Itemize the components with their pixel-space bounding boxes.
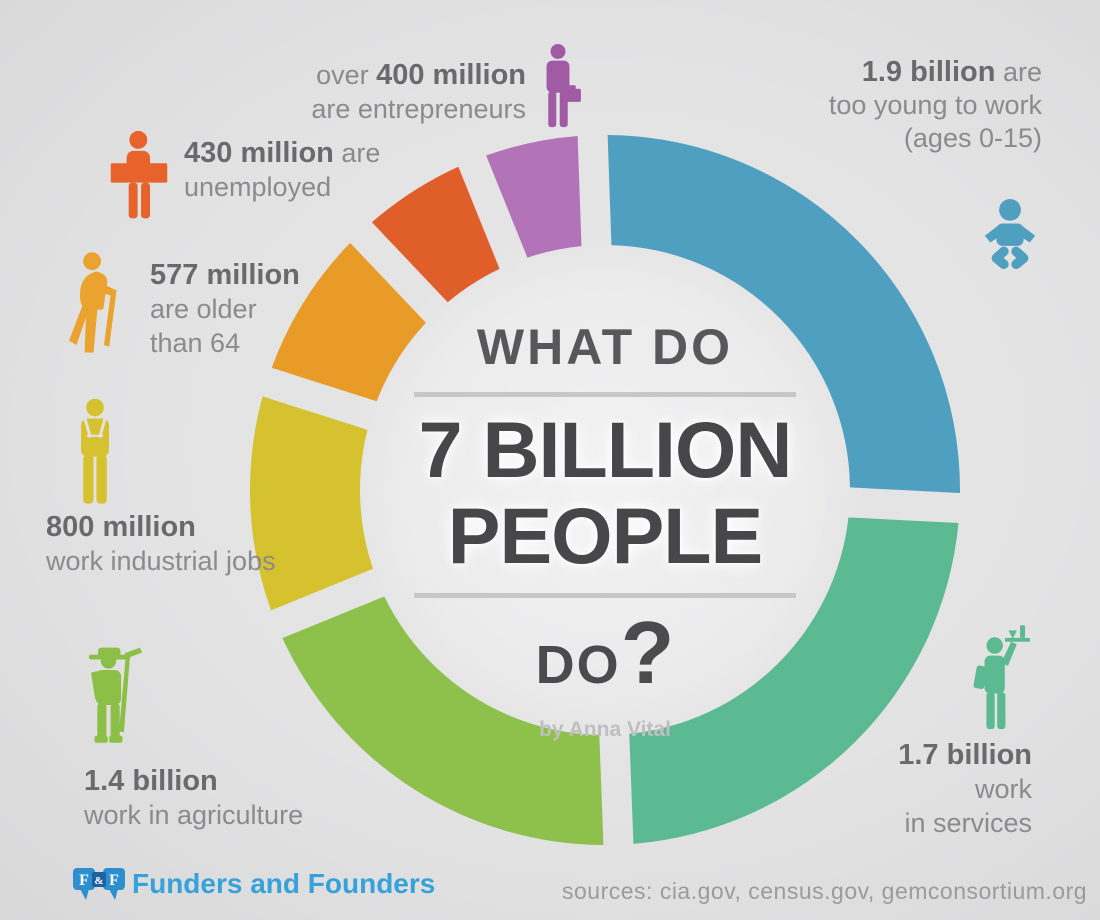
sources-text: sources: cia.gov, census.gov, gemconsort… <box>562 878 1088 904</box>
callout-services-line3: in services <box>904 808 1032 838</box>
baby-icon <box>976 194 1044 272</box>
title-block: WHAT DO 7 BILLION PEOPLE DO? by Anna Vit… <box>305 318 905 742</box>
donut-segment-unemployed <box>371 166 500 303</box>
elderly-person-icon <box>62 250 140 354</box>
callout-older-line1: 577 million <box>150 259 300 291</box>
callout-unemployed-line1: 430 million are <box>184 137 381 169</box>
callout-older-line2: are older <box>150 294 257 324</box>
entrepreneur-icon <box>531 44 585 130</box>
callout-older: 577 million are older than 64 <box>150 258 380 360</box>
byline: by Anna Vital <box>539 718 671 741</box>
title-line-7-billion: 7 BILLION <box>418 405 793 494</box>
title-line-do: DO? <box>535 603 675 702</box>
title-line-what-do: WHAT DO <box>476 319 734 375</box>
callout-too-young-line1: 1.9 billion are <box>861 56 1042 88</box>
callout-entrepreneurs-line2: are entrepreneurs <box>311 94 526 124</box>
callout-entrepreneurs-line1: over 400 million <box>316 59 526 91</box>
donut-segment-older <box>271 242 426 402</box>
callout-services-line2: work <box>974 774 1032 804</box>
callout-agriculture-line1: 1.4 billion <box>84 765 218 797</box>
brand-name: Funders and Founders <box>132 868 436 899</box>
callout-industrial-line2: work industrial jobs <box>46 546 276 576</box>
callout-services-line1: 1.7 billion <box>898 739 1032 771</box>
question-mark: ? <box>620 603 675 702</box>
callout-older-line3: than 64 <box>150 328 241 358</box>
callout-too-young: 1.9 billion are too young to work (ages … <box>780 56 1042 155</box>
callout-services: 1.7 billion work in services <box>790 738 1032 840</box>
funders-founders-logo: F & F <box>72 864 126 908</box>
title-divider-top <box>414 392 796 397</box>
title-line-people: PEOPLE <box>447 491 763 580</box>
callout-unemployed-line2: unemployed <box>184 172 332 202</box>
callout-entrepreneurs: over 400 million are entrepreneurs <box>200 58 526 126</box>
industrial-worker-icon <box>68 398 122 508</box>
donut-segment-services <box>629 517 959 844</box>
donut-segment-too-young <box>607 135 961 494</box>
title-divider-bottom <box>414 593 796 598</box>
svg-text:F: F <box>109 872 119 889</box>
donut-segment-entrepreneurs <box>486 136 582 258</box>
callout-agriculture-line2: work in agriculture <box>84 800 304 830</box>
unemployed-sign-icon <box>108 128 170 222</box>
waiter-icon <box>966 624 1036 738</box>
callout-too-young-line3: (ages 0-15) <box>903 123 1042 153</box>
svg-text:&: & <box>94 875 103 887</box>
donut-segment-industrial <box>249 396 373 611</box>
callout-agriculture: 1.4 billion work in agriculture <box>84 764 384 832</box>
callout-industrial: 800 million work industrial jobs <box>46 510 336 578</box>
farmer-icon <box>74 642 150 754</box>
donut-segment-agriculture <box>282 596 604 845</box>
svg-text:F: F <box>79 872 89 889</box>
callout-unemployed: 430 million are unemployed <box>184 136 484 204</box>
callout-industrial-line1: 800 million <box>46 511 196 543</box>
callout-too-young-line2: too young to work <box>828 90 1042 120</box>
